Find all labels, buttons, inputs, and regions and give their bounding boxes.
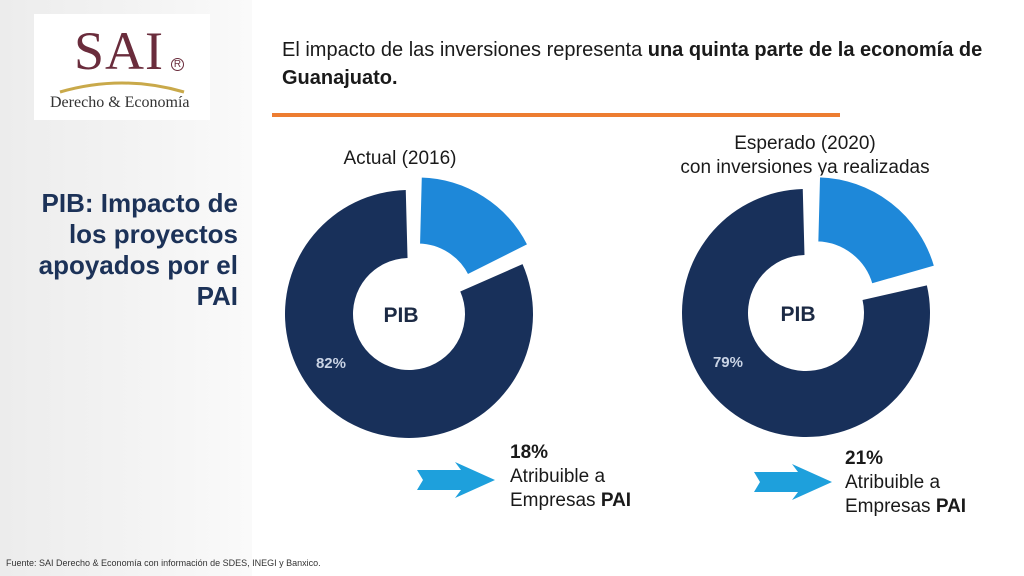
chart1-annotation-prefix: Empresas	[510, 490, 601, 511]
slice-resto-de-la-econom-a	[285, 190, 533, 438]
chart1-annotation: 18% Atribuible a Empresas PAI	[510, 441, 631, 513]
chart2-title-line2: con inversiones ya realizadas	[680, 157, 930, 178]
accent-rule	[272, 113, 840, 117]
slice-resto-de-la-econom-a	[682, 189, 930, 437]
chart1-donut: 82% PIB	[285, 175, 555, 440]
chart1-annotation-bold: PAI	[600, 490, 632, 511]
chart2-annotation-prefix: Empresas	[845, 496, 936, 517]
chart2-annotation-pct: 21%	[845, 448, 884, 469]
chart2-annotation: 21% Atribuible a Empresas PAI	[845, 447, 966, 519]
logo-subtitle: Derecho & Economía	[50, 94, 190, 111]
chart2-donut: 79% PIB	[682, 175, 952, 439]
chart2-arrow-icon	[754, 464, 832, 500]
slice-percent-label: 79%	[713, 354, 743, 371]
logo-brand: SAI	[74, 21, 165, 81]
logo-swoosh-icon	[59, 81, 185, 94]
slice-atribuible-a-empresas-pai	[816, 175, 937, 286]
donut-center-label: PIB	[780, 303, 815, 326]
chart2-title: Esperado (2020) con inversiones ya reali…	[640, 132, 970, 180]
chart2-svg: 79% PIB	[682, 175, 937, 437]
chart2-annotation-line1: Atribuible a	[845, 472, 941, 493]
donut-center-label: PIB	[383, 304, 418, 327]
chart2-annotation-line2: Empresas PAI	[845, 495, 966, 519]
chart1-annotation-line1: Atribuible a	[510, 466, 606, 487]
chart2-title-line1: Esperado (2020)	[734, 133, 876, 154]
source-footnote: Fuente: SAI Derecho & Economía con infor…	[6, 558, 321, 568]
chart2-annotation-bold: PAI	[935, 496, 967, 517]
chart1-annotation-pct: 18%	[510, 442, 549, 463]
slice-atribuible-a-empresas-pai	[418, 175, 530, 277]
chart1-annotation-line2: Empresas PAI	[510, 489, 631, 513]
chart1-title: Actual (2016)	[343, 148, 457, 169]
headline-bold: una quinta parte de la economía de Guana…	[282, 39, 983, 89]
registered-mark: R	[171, 58, 184, 71]
headline: El impacto de las inversiones representa…	[282, 36, 1017, 92]
chart1-svg: 82% PIB	[285, 175, 533, 438]
chart1-arrow-icon	[417, 462, 495, 498]
side-title: PIB: Impacto de los proyectos apoyados p…	[38, 188, 238, 311]
company-logo: SAI R Derecho & Economía	[34, 14, 210, 120]
headline-normal: El impacto de las inversiones representa	[282, 39, 648, 61]
slice-percent-label: 82%	[316, 355, 346, 372]
